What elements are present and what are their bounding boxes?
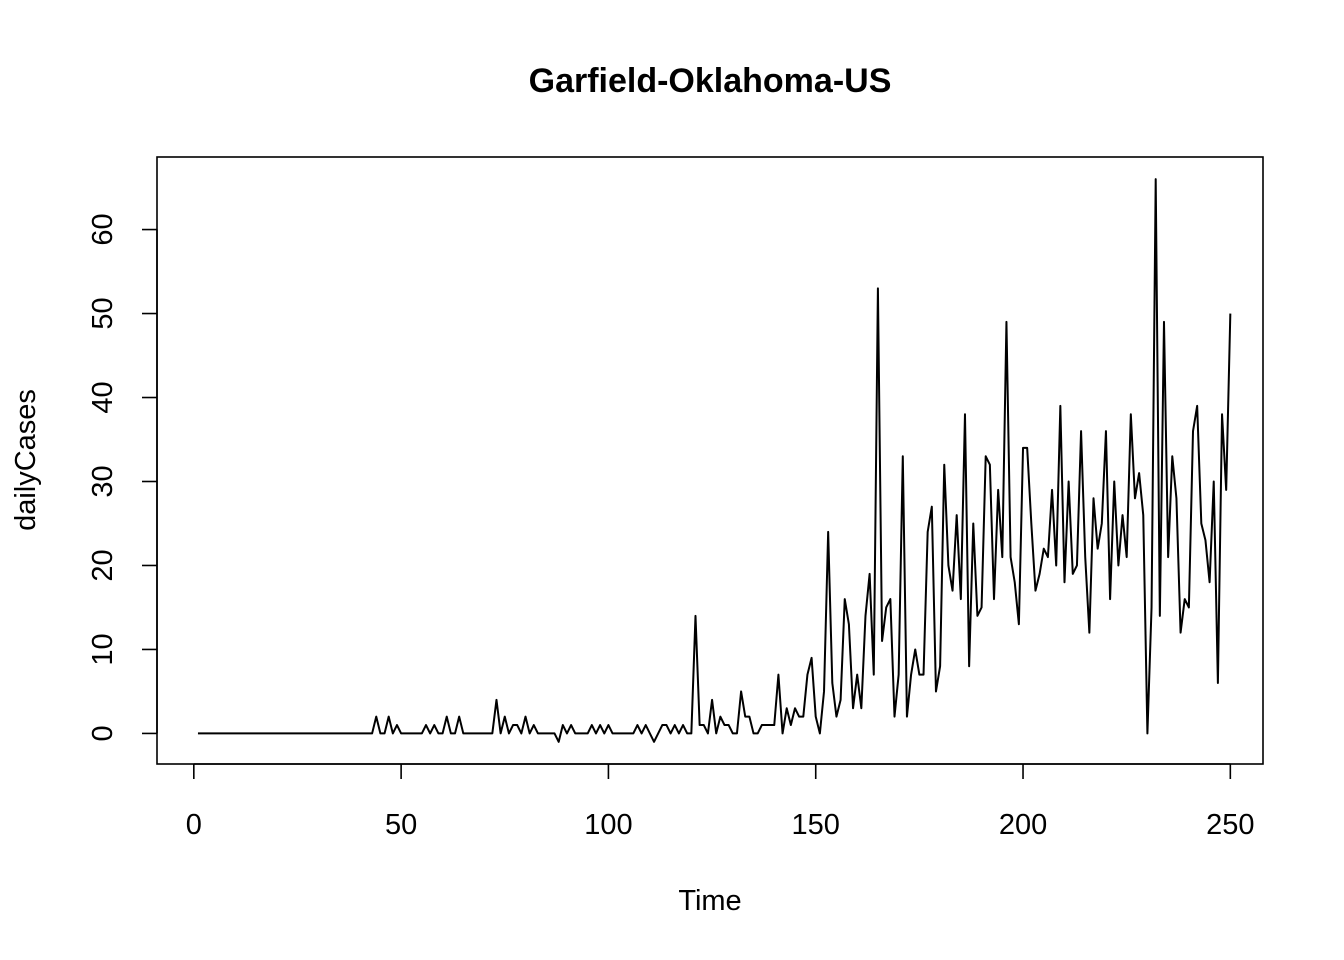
y-tick-label: 60 bbox=[87, 213, 119, 245]
x-axis: 0 50 100 150 200 250 bbox=[186, 763, 1255, 841]
y-tick-label: 10 bbox=[87, 633, 119, 665]
daily-cases-line bbox=[197, 178, 1232, 743]
x-tick-label: 50 bbox=[385, 809, 417, 841]
chart-title: Garfield-Oklahoma-US bbox=[529, 62, 892, 100]
y-axis-label: dailyCases bbox=[10, 389, 42, 531]
x-tick-label: 100 bbox=[584, 809, 632, 841]
x-axis-label: Time bbox=[678, 885, 741, 917]
y-tick-label: 20 bbox=[87, 549, 119, 581]
x-tick-label: 250 bbox=[1206, 809, 1254, 841]
plot-frame bbox=[156, 156, 1264, 765]
y-tick-label: 50 bbox=[87, 297, 119, 329]
y-tick-label: 30 bbox=[87, 465, 119, 497]
y-tick-label: 40 bbox=[87, 381, 119, 413]
y-tick-label: 0 bbox=[87, 725, 119, 741]
x-tick-label: 150 bbox=[792, 809, 840, 841]
x-tick-label: 200 bbox=[999, 809, 1047, 841]
x-tick-label: 0 bbox=[186, 809, 202, 841]
y-axis: 0 10 20 30 40 50 60 bbox=[87, 213, 158, 742]
